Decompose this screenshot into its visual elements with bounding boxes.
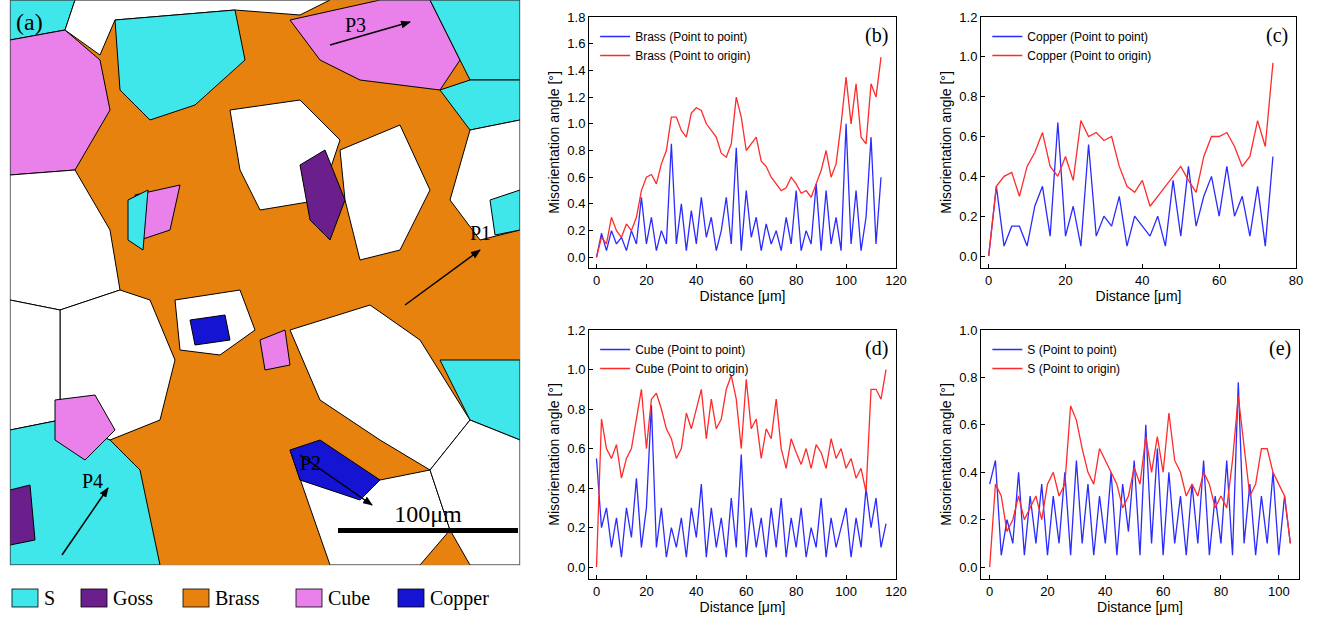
- svg-text:(a): (a): [16, 9, 43, 35]
- svg-text:60: 60: [1156, 584, 1170, 599]
- svg-text:0.2: 0.2: [959, 209, 977, 224]
- svg-text:40: 40: [689, 584, 703, 599]
- svg-text:60: 60: [739, 273, 753, 288]
- svg-text:1.2: 1.2: [959, 10, 977, 25]
- svg-text:120: 120: [885, 273, 907, 288]
- svg-text:1.0: 1.0: [567, 362, 585, 377]
- svg-text:P3: P3: [345, 14, 366, 36]
- svg-text:0.8: 0.8: [959, 370, 977, 385]
- svg-text:Copper (Point to point): Copper (Point to point): [1027, 30, 1148, 44]
- svg-text:(c): (c): [1266, 24, 1288, 47]
- svg-text:Brass (Point to origin): Brass (Point to origin): [635, 49, 750, 63]
- svg-text:0.4: 0.4: [959, 169, 977, 184]
- svg-text:Misorientation angle [°]: Misorientation angle [°]: [546, 383, 562, 526]
- svg-text:40: 40: [1135, 273, 1149, 288]
- svg-text:Misorientation angle [°]: Misorientation angle [°]: [938, 71, 954, 214]
- svg-text:0.8: 0.8: [567, 402, 585, 417]
- svg-text:0.0: 0.0: [959, 560, 977, 575]
- svg-text:Brass (Point to point): Brass (Point to point): [635, 30, 747, 44]
- svg-text:0.0: 0.0: [959, 249, 977, 264]
- svg-text:100μm: 100μm: [394, 501, 462, 527]
- svg-text:(e): (e): [1269, 337, 1291, 360]
- svg-text:P4: P4: [82, 470, 103, 492]
- svg-text:S (Point to origin): S (Point to origin): [1027, 362, 1120, 376]
- svg-text:1.0: 1.0: [959, 323, 977, 338]
- svg-text:60: 60: [739, 584, 753, 599]
- svg-text:0.6: 0.6: [567, 170, 585, 185]
- svg-text:Distance [μm]: Distance [μm]: [700, 288, 786, 304]
- svg-text:0: 0: [985, 273, 992, 288]
- svg-text:100: 100: [835, 584, 857, 599]
- svg-text:0.4: 0.4: [567, 196, 585, 211]
- svg-text:Brass: Brass: [215, 587, 260, 609]
- svg-text:Goss: Goss: [113, 587, 153, 609]
- svg-text:20: 20: [1040, 584, 1054, 599]
- svg-text:80: 80: [789, 584, 803, 599]
- svg-text:0: 0: [986, 584, 993, 599]
- svg-text:0.2: 0.2: [567, 520, 585, 535]
- svg-text:100: 100: [835, 273, 857, 288]
- svg-text:40: 40: [1098, 584, 1112, 599]
- svg-text:0.4: 0.4: [567, 481, 585, 496]
- svg-text:1.0: 1.0: [959, 49, 977, 64]
- svg-text:40: 40: [689, 273, 703, 288]
- svg-text:0.4: 0.4: [959, 465, 977, 480]
- svg-text:80: 80: [1214, 584, 1228, 599]
- svg-text:0.8: 0.8: [567, 143, 585, 158]
- svg-text:80: 80: [789, 273, 803, 288]
- svg-text:0: 0: [593, 273, 600, 288]
- svg-text:Misorientation angle [°]: Misorientation angle [°]: [938, 383, 954, 526]
- svg-text:80: 80: [1289, 273, 1303, 288]
- svg-text:0: 0: [593, 584, 600, 599]
- svg-text:Cube (Point to origin): Cube (Point to origin): [635, 362, 748, 376]
- svg-text:S (Point to point): S (Point to point): [1027, 343, 1116, 357]
- svg-text:Cube (Point to point): Cube (Point to point): [635, 343, 745, 357]
- svg-text:Distance [μm]: Distance [μm]: [1097, 599, 1183, 615]
- svg-text:1.8: 1.8: [567, 10, 585, 25]
- svg-text:20: 20: [639, 584, 653, 599]
- svg-text:0.0: 0.0: [567, 250, 585, 265]
- svg-text:Distance [μm]: Distance [μm]: [700, 599, 786, 615]
- svg-text:1.6: 1.6: [567, 36, 585, 51]
- svg-text:P1: P1: [470, 222, 491, 244]
- svg-text:20: 20: [1058, 273, 1072, 288]
- svg-text:100: 100: [1268, 584, 1290, 599]
- svg-text:1.2: 1.2: [567, 90, 585, 105]
- svg-text:1.0: 1.0: [567, 116, 585, 131]
- svg-text:Misorientation angle [°]: Misorientation angle [°]: [546, 71, 562, 214]
- svg-text:(b): (b): [865, 24, 888, 47]
- svg-text:0.2: 0.2: [567, 223, 585, 238]
- svg-text:0.6: 0.6: [959, 129, 977, 144]
- svg-text:0.6: 0.6: [567, 441, 585, 456]
- svg-text:60: 60: [1212, 273, 1226, 288]
- svg-text:P2: P2: [300, 452, 321, 474]
- svg-text:1.4: 1.4: [567, 63, 585, 78]
- svg-text:20: 20: [639, 273, 653, 288]
- svg-text:120: 120: [885, 584, 907, 599]
- svg-text:S: S: [44, 587, 55, 609]
- svg-text:1.2: 1.2: [567, 323, 585, 338]
- svg-text:Copper (Point to origin): Copper (Point to origin): [1027, 49, 1151, 63]
- svg-text:0.6: 0.6: [959, 417, 977, 432]
- svg-text:Copper: Copper: [430, 587, 489, 610]
- svg-text:0.8: 0.8: [959, 89, 977, 104]
- svg-text:Cube: Cube: [328, 587, 370, 609]
- svg-text:0.0: 0.0: [567, 560, 585, 575]
- svg-text:0.2: 0.2: [959, 512, 977, 527]
- svg-text:(d): (d): [865, 337, 888, 360]
- svg-text:Distance [μm]: Distance [μm]: [1096, 288, 1182, 304]
